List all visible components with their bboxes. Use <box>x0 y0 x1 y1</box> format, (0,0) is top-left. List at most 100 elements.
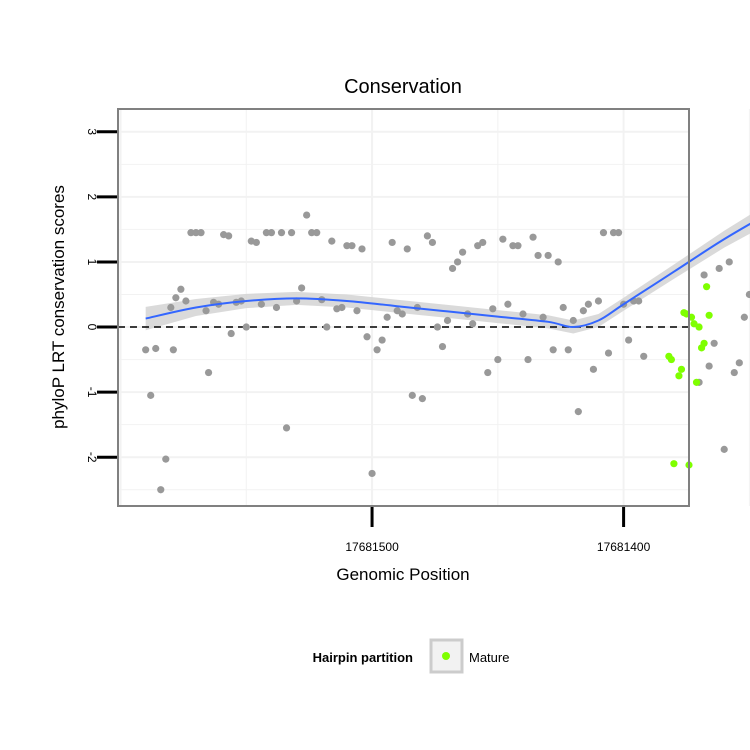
other-point <box>599 229 608 237</box>
other-point <box>569 316 577 325</box>
other-point <box>720 445 728 453</box>
y-tick-label: -1 <box>85 387 99 398</box>
chart-title: Conservation <box>344 76 462 98</box>
other-point <box>225 232 233 240</box>
other-point <box>257 300 265 308</box>
other-point <box>363 333 371 341</box>
other-point <box>589 365 598 373</box>
other-point <box>448 264 457 273</box>
x-tick-label: 17681400 <box>597 540 651 554</box>
other-point <box>252 238 260 247</box>
other-point <box>594 297 603 305</box>
other-point <box>484 368 492 377</box>
other-point <box>242 323 250 331</box>
other-point <box>323 323 331 331</box>
panel-border <box>117 108 690 507</box>
other-point <box>167 303 175 312</box>
other-point <box>715 264 723 273</box>
legend-key-mature-point <box>442 652 450 660</box>
smooth-line-layer <box>145 222 750 329</box>
other-point <box>428 238 437 247</box>
x-tick-label: 17681500 <box>345 540 399 554</box>
other-point <box>343 242 351 250</box>
other-point <box>705 362 713 370</box>
other-point <box>574 408 582 416</box>
other-point <box>378 336 386 344</box>
y-tick-label: 2 <box>85 194 99 201</box>
other-point <box>358 245 366 253</box>
other-point <box>509 242 517 250</box>
other-point <box>740 313 748 321</box>
other-point <box>177 285 185 293</box>
other-point <box>418 395 426 403</box>
mature-point <box>695 323 703 331</box>
mature-point <box>667 355 675 364</box>
y-tick-label: 3 <box>85 128 99 135</box>
other-point <box>609 229 618 237</box>
other-point <box>227 329 235 338</box>
other-point <box>544 251 552 260</box>
other-point <box>348 242 356 250</box>
other-point <box>625 336 633 344</box>
other-point <box>514 242 522 250</box>
y-tick-label: -2 <box>85 452 99 463</box>
other-point <box>730 368 738 377</box>
other-point <box>604 349 613 357</box>
other-point <box>554 258 562 266</box>
other-point <box>303 211 311 219</box>
other-point <box>499 235 507 243</box>
loess-smooth-line <box>145 222 750 329</box>
other-point <box>204 368 213 377</box>
other-point <box>398 310 406 318</box>
other-point <box>564 346 572 354</box>
other-point <box>403 245 411 253</box>
other-point <box>308 229 316 237</box>
other-point <box>192 229 200 237</box>
other-point <box>383 313 391 321</box>
other-point <box>353 307 361 315</box>
other-point <box>408 391 416 399</box>
other-point <box>162 455 170 463</box>
other-point <box>559 303 567 312</box>
other-point <box>529 233 537 241</box>
other-point <box>584 300 592 308</box>
other-point <box>443 316 452 325</box>
mature-point <box>692 378 701 386</box>
other-point <box>277 229 286 237</box>
other-point <box>725 258 733 266</box>
mature-point <box>670 460 678 468</box>
y-tick-label: 1 <box>85 259 99 266</box>
other-point <box>614 229 623 237</box>
mature-point <box>705 311 713 319</box>
other-point <box>433 323 442 331</box>
y-axis: -2 -1 0 1 2 3 <box>85 128 117 463</box>
other-point <box>579 307 587 315</box>
other-point <box>152 344 160 353</box>
other-point <box>267 229 276 237</box>
mature-point <box>675 372 683 380</box>
other-point <box>328 237 336 245</box>
other-point <box>438 342 447 351</box>
other-point <box>338 303 346 312</box>
other-point <box>147 391 155 399</box>
other-point <box>272 303 281 312</box>
y-axis-title: phyloP LRT conservation scores <box>49 185 68 429</box>
legend-title: Hairpin partition <box>313 650 413 665</box>
other-point <box>197 229 205 237</box>
other-point <box>479 238 487 247</box>
y-tick-label: 0 <box>85 324 99 331</box>
other-point <box>262 229 271 237</box>
other-point <box>172 294 180 302</box>
other-point <box>635 297 643 305</box>
other-point <box>735 359 743 367</box>
other-point <box>710 339 718 347</box>
other-point <box>640 352 648 360</box>
other-point <box>534 251 542 260</box>
mature-point <box>677 365 686 373</box>
other-point <box>298 284 306 292</box>
other-point <box>489 305 497 313</box>
other-point <box>494 355 502 364</box>
legend: Hairpin partition Mature <box>313 638 509 674</box>
